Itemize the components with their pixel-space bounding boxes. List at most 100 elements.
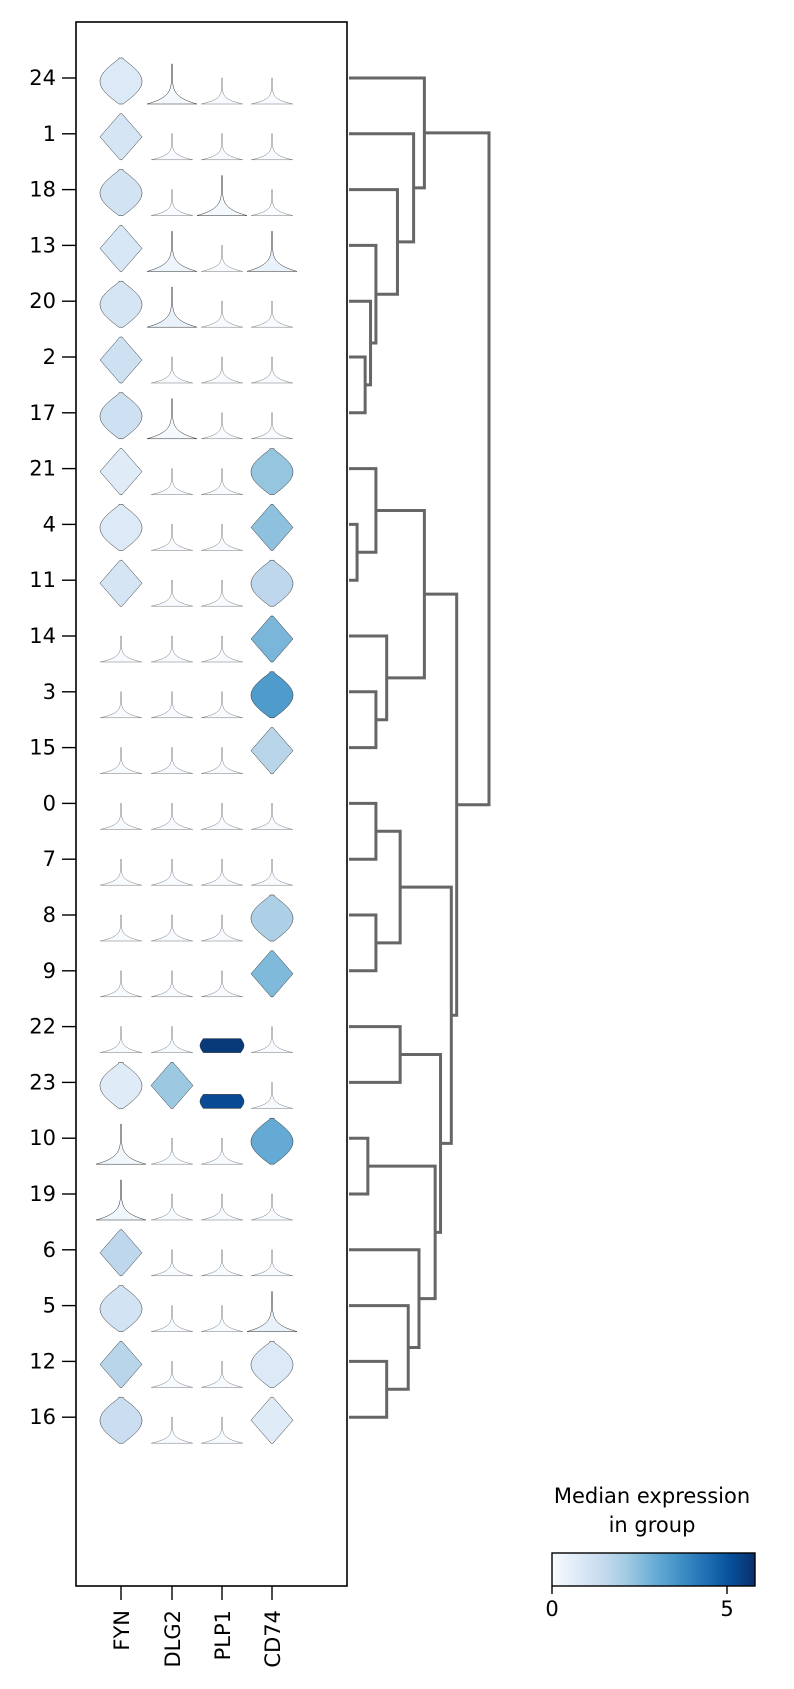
violin-21-FYN — [99, 448, 143, 495]
violin-14-FYN — [100, 635, 142, 663]
violin-7-DLG2 — [151, 858, 193, 886]
y-tick-label: 22 — [29, 1015, 56, 1039]
violin-5-CD74 — [246, 1291, 298, 1332]
colorbar-title-line2: in group — [609, 1513, 696, 1537]
y-tick-label: 9 — [43, 959, 56, 983]
violin-16-PLP1 — [201, 1416, 243, 1444]
dendrogram-link — [349, 188, 399, 296]
violin-10-DLG2 — [151, 1137, 193, 1165]
violin-9-FYN — [100, 970, 142, 998]
y-tick-label: 20 — [29, 289, 56, 313]
dendrogram-link — [400, 885, 453, 1145]
violin-17-DLG2 — [146, 398, 198, 440]
violin-13-PLP1 — [201, 245, 243, 272]
dendrogram-link — [349, 634, 389, 722]
colorbar-tick-label: 0 — [545, 1597, 558, 1621]
dendrogram-link — [375, 829, 402, 945]
violin-0-PLP1 — [201, 803, 243, 830]
violin-0-DLG2 — [151, 803, 193, 830]
violin-1-DLG2 — [151, 133, 193, 161]
violin-4-CD74 — [250, 504, 294, 551]
violin-5-DLG2 — [151, 1305, 193, 1332]
violin-12-PLP1 — [201, 1361, 243, 1388]
violin-4-DLG2 — [151, 524, 193, 551]
dendrogram-link — [349, 522, 359, 582]
violin-2-DLG2 — [151, 356, 193, 384]
violin-2-FYN — [99, 336, 143, 384]
violin-15-CD74 — [250, 727, 294, 774]
violin-11-DLG2 — [151, 579, 193, 607]
violin-10-PLP1 — [201, 1137, 243, 1165]
x-tick-label: CD74 — [261, 1610, 285, 1668]
violin-3-PLP1 — [201, 691, 243, 719]
violin-20-FYN — [99, 280, 143, 328]
y-tick-label: 16 — [29, 1405, 56, 1429]
x-tick-label: FYN — [110, 1610, 134, 1651]
violin-18-PLP1 — [196, 175, 248, 216]
dendrogram-link — [349, 801, 378, 861]
violin-9-CD74 — [250, 950, 294, 998]
y-tick-label: 7 — [43, 847, 56, 871]
violin-19-CD74 — [251, 1193, 293, 1221]
dendrogram-link — [349, 243, 378, 345]
violin-7-FYN — [100, 858, 142, 886]
violin-22-DLG2 — [151, 1026, 193, 1053]
dendrogram-link — [400, 1053, 443, 1234]
y-tick-label: 10 — [29, 1126, 56, 1150]
violin-9-PLP1 — [201, 970, 243, 998]
violin-13-CD74 — [246, 231, 298, 272]
violin-4-FYN — [99, 504, 143, 551]
violin-plot-area — [95, 57, 298, 1444]
y-tick-label: 18 — [29, 178, 56, 202]
dendrogram-link — [349, 1025, 402, 1084]
y-tick-label: 21 — [29, 457, 56, 481]
x-axis: FYN DLG2 PLP1 CD74 — [110, 1586, 285, 1668]
violin-6-CD74 — [251, 1249, 293, 1277]
y-tick-label: 0 — [43, 791, 56, 815]
violin-4-PLP1 — [201, 524, 243, 551]
violin-1-CD74 — [251, 133, 293, 161]
violin-3-CD74 — [250, 671, 294, 719]
y-tick-label: 14 — [29, 624, 56, 648]
violin-5-FYN — [99, 1285, 143, 1332]
violin-20-CD74 — [251, 300, 293, 328]
colorbar-tick-label: 5 — [720, 1597, 733, 1621]
violin-18-FYN — [99, 169, 143, 216]
violin-1-FYN — [99, 113, 143, 161]
violin-5-PLP1 — [201, 1305, 243, 1332]
violin-12-DLG2 — [151, 1361, 193, 1388]
violin-15-PLP1 — [201, 747, 243, 774]
y-tick-label: 4 — [43, 512, 56, 536]
violin-23-FYN — [99, 1062, 143, 1109]
violin-2-PLP1 — [201, 356, 243, 384]
violin-15-DLG2 — [151, 747, 193, 774]
violin-22-FYN — [100, 1026, 142, 1053]
y-axis: 24 1 18 13 20 2 17 21 4 11 14 3 15 0 7 8 9 22 23 10 19 6 5 12 16 — [29, 66, 76, 1429]
violin-16-CD74 — [250, 1396, 294, 1444]
y-tick-label: 5 — [43, 1294, 56, 1318]
violin-6-PLP1 — [201, 1249, 243, 1277]
violin-10-CD74 — [250, 1117, 294, 1165]
y-tick-label: 15 — [29, 736, 56, 760]
violin-22-PLP1 — [199, 1038, 245, 1053]
y-tick-label: 1 — [43, 122, 56, 146]
violin-3-DLG2 — [151, 691, 193, 719]
dendrogram-link — [349, 1136, 370, 1196]
violin-3-FYN — [100, 691, 142, 719]
violin-21-CD74 — [250, 448, 294, 495]
violin-19-DLG2 — [151, 1193, 193, 1221]
violin-17-FYN — [99, 392, 143, 440]
violin-21-DLG2 — [151, 468, 193, 495]
y-tick-label: 17 — [29, 401, 56, 425]
violin-18-DLG2 — [151, 189, 193, 216]
y-tick-label: 2 — [43, 345, 56, 369]
y-tick-label: 19 — [29, 1182, 56, 1206]
x-tick-label: DLG2 — [161, 1610, 185, 1668]
violin-20-DLG2 — [146, 286, 198, 328]
y-tick-label: 13 — [29, 233, 56, 257]
colorbar-gradient — [551, 1552, 756, 1587]
violin-23-CD74 — [251, 1082, 293, 1109]
violin-15-FYN — [100, 747, 142, 774]
violin-8-DLG2 — [151, 914, 193, 942]
